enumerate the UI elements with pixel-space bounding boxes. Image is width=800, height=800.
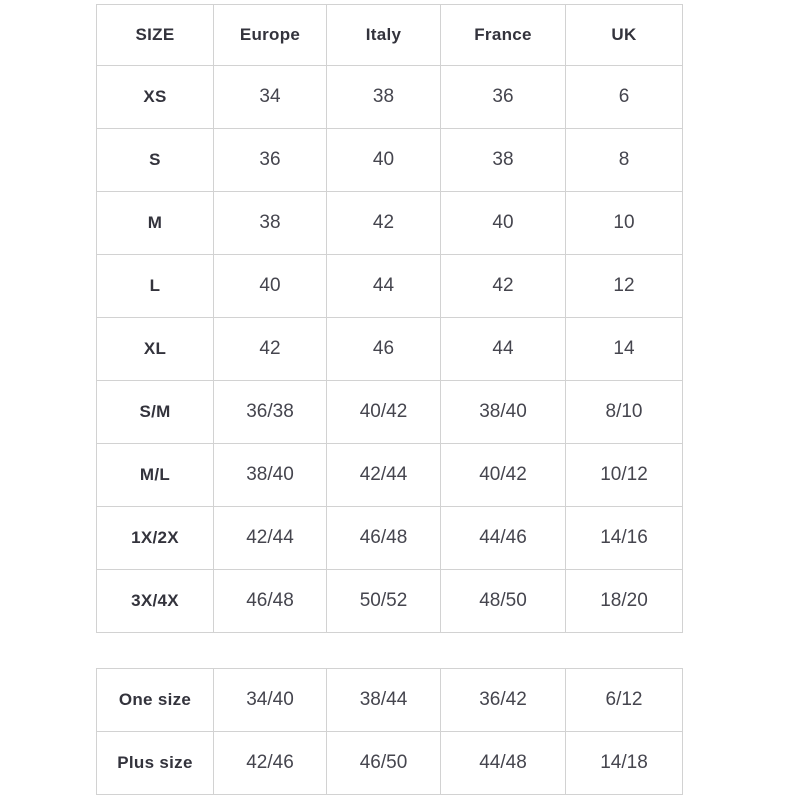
column-header-size: SIZE (96, 4, 214, 66)
size-value-cell: 44 (326, 254, 441, 318)
size-value-cell: 46 (326, 317, 441, 381)
size-value-cell: 40 (213, 254, 327, 318)
size-conversion-table: SIZE Europe Italy France UK XS 34 38 36 … (96, 4, 683, 633)
size-value-cell: 34 (213, 65, 327, 129)
row-label: M (96, 191, 214, 255)
size-value-cell: 14 (565, 317, 683, 381)
size-value-cell: 8/10 (565, 380, 683, 444)
row-label: S (96, 128, 214, 192)
size-value-cell: 38/44 (326, 668, 441, 732)
table-row-3x4x: 3X/4X 46/48 50/52 48/50 18/20 (96, 569, 683, 633)
table-row-s: S 36 40 38 8 (96, 128, 683, 192)
size-value-cell: 46/48 (326, 506, 441, 570)
size-value-cell: 40 (326, 128, 441, 192)
column-header-italy: Italy (326, 4, 441, 66)
size-value-cell: 42 (213, 317, 327, 381)
size-value-cell: 42/44 (326, 443, 441, 507)
row-label: XS (96, 65, 214, 129)
size-value-cell: 42 (440, 254, 566, 318)
row-label: L (96, 254, 214, 318)
size-value-cell: 10 (565, 191, 683, 255)
size-value-cell: 8 (565, 128, 683, 192)
column-header-france: France (440, 4, 566, 66)
size-value-cell: 44/46 (440, 506, 566, 570)
size-value-cell: 36/38 (213, 380, 327, 444)
row-label: 1X/2X (96, 506, 214, 570)
row-label: Plus size (96, 731, 214, 795)
column-header-uk: UK (565, 4, 683, 66)
size-value-cell: 46/48 (213, 569, 327, 633)
table-row-l: L 40 44 42 12 (96, 254, 683, 318)
size-value-cell: 34/40 (213, 668, 327, 732)
row-label: M/L (96, 443, 214, 507)
size-value-cell: 36/42 (440, 668, 566, 732)
table-row-m: M 38 42 40 10 (96, 191, 683, 255)
size-value-cell: 6 (565, 65, 683, 129)
size-value-cell: 46/50 (326, 731, 441, 795)
size-value-cell: 14/18 (565, 731, 683, 795)
row-label: XL (96, 317, 214, 381)
table-row-plus-size: Plus size 42/46 46/50 44/48 14/18 (96, 731, 683, 795)
one-size-plus-size-table: One size 34/40 38/44 36/42 6/12 Plus siz… (96, 668, 683, 795)
size-value-cell: 44/48 (440, 731, 566, 795)
size-value-cell: 38/40 (213, 443, 327, 507)
size-value-cell: 40/42 (326, 380, 441, 444)
size-value-cell: 38 (326, 65, 441, 129)
header-row: SIZE Europe Italy France UK (96, 4, 683, 66)
size-value-cell: 40 (440, 191, 566, 255)
size-value-cell: 44 (440, 317, 566, 381)
row-label: S/M (96, 380, 214, 444)
size-value-cell: 6/12 (565, 668, 683, 732)
size-value-cell: 48/50 (440, 569, 566, 633)
column-header-europe: Europe (213, 4, 327, 66)
size-value-cell: 50/52 (326, 569, 441, 633)
size-value-cell: 38 (213, 191, 327, 255)
row-label: 3X/4X (96, 569, 214, 633)
size-value-cell: 42 (326, 191, 441, 255)
size-value-cell: 10/12 (565, 443, 683, 507)
size-value-cell: 18/20 (565, 569, 683, 633)
table-row-xl: XL 42 46 44 14 (96, 317, 683, 381)
table-row-ml: M/L 38/40 42/44 40/42 10/12 (96, 443, 683, 507)
table-row-one-size: One size 34/40 38/44 36/42 6/12 (96, 668, 683, 732)
size-value-cell: 42/46 (213, 731, 327, 795)
size-value-cell: 12 (565, 254, 683, 318)
table-row-xs: XS 34 38 36 6 (96, 65, 683, 129)
size-value-cell: 40/42 (440, 443, 566, 507)
size-value-cell: 14/16 (565, 506, 683, 570)
size-value-cell: 38 (440, 128, 566, 192)
size-value-cell: 38/40 (440, 380, 566, 444)
size-value-cell: 36 (440, 65, 566, 129)
row-label: One size (96, 668, 214, 732)
table-row-sm: S/M 36/38 40/42 38/40 8/10 (96, 380, 683, 444)
size-value-cell: 42/44 (213, 506, 327, 570)
table-row-1x2x: 1X/2X 42/44 46/48 44/46 14/16 (96, 506, 683, 570)
size-value-cell: 36 (213, 128, 327, 192)
